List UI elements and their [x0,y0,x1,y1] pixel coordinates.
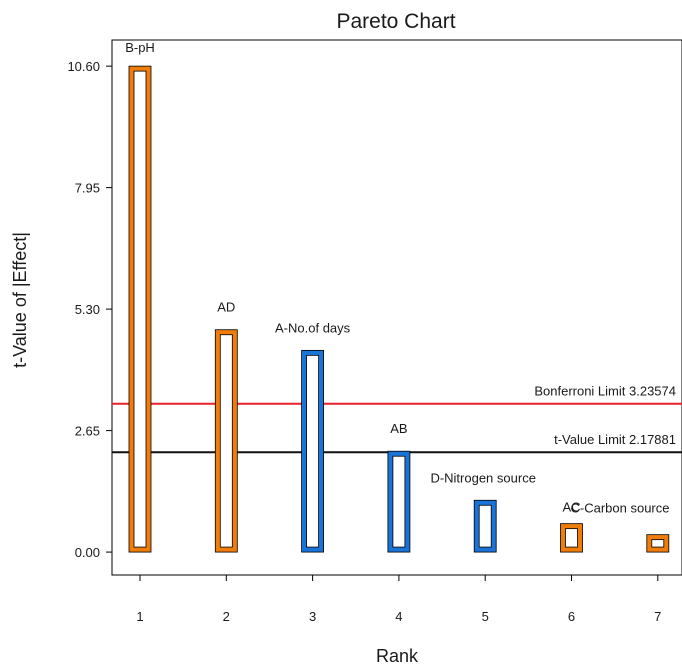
bar-outline [560,523,583,553]
x-tick-label: 6 [568,609,575,624]
x-tick-label: 5 [482,609,489,624]
bar-outline [473,499,497,553]
reference-lines: Bonferroni Limit 3.23574 t-Value Limit 2.… [112,384,682,454]
x-tick-label: 2 [223,609,230,624]
bar-label: AB [390,421,407,436]
bars [128,65,670,553]
bar-inner [565,528,578,548]
x-tick-label: 7 [654,609,661,624]
bar-label: AC [562,500,580,515]
bar-inner [651,539,665,548]
bar-labels: B-pH AD A-No.of days AB D-Nitrogen source ACC… [125,40,669,516]
bar-outline [301,349,325,553]
bar-inner [306,354,320,548]
bar-inner [219,334,233,548]
bar-inner [133,70,147,548]
bar-label: AD [217,300,235,315]
bar-outline [387,450,411,553]
x-tick-label: 4 [395,609,402,624]
plot-area [111,39,682,576]
y-axis: 0.00 2.65 5.30 7.95 10.60 [67,59,112,560]
bar-outline [128,65,152,553]
x-axis: 1 2 3 4 5 6 7 [136,575,661,624]
x-tick-label: 1 [136,609,143,624]
reference-line-label: t-Value Limit 2.17881 [554,432,676,447]
y-tick-label: 2.65 [75,424,100,439]
x-tick-label: 3 [309,609,316,624]
bar-inner [478,504,492,548]
reference-line-label: Bonferroni Limit 3.23574 [534,384,676,399]
bar-label: C-Carbon source [571,501,670,516]
bar-label: A-No.of days [275,320,351,335]
y-axis-label: t-Value of |Effect| [10,232,30,368]
y-tick-label: 10.60 [67,59,100,74]
y-tick-label: 7.95 [75,181,100,196]
bar-outline [214,329,238,553]
x-axis-label: Rank [376,646,419,666]
bar-outline [646,534,670,553]
bar-label: D-Nitrogen source [430,470,536,485]
y-tick-label: 5.30 [75,302,100,317]
bar-label: B-pH [125,40,155,55]
bar-inner [392,455,406,548]
y-tick-label: 0.00 [75,545,100,560]
chart-title: Pareto Chart [336,10,455,33]
